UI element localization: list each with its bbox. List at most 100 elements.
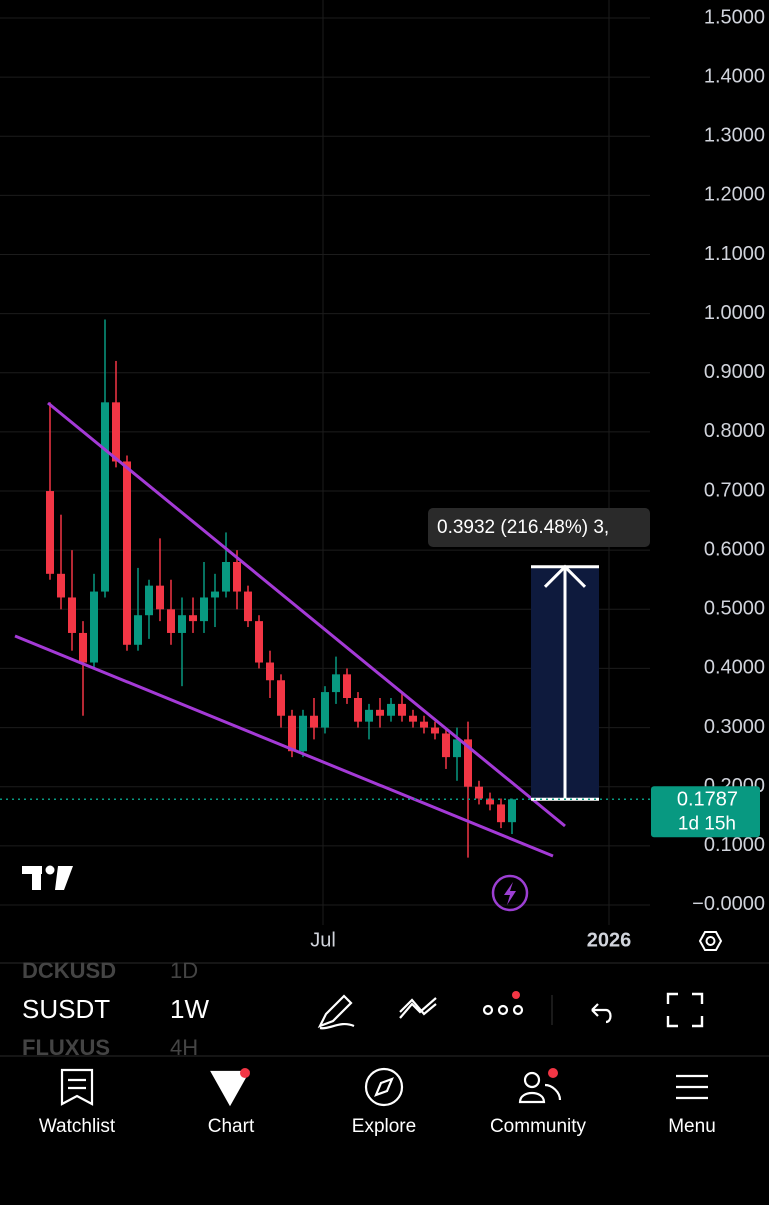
candle-body [112,402,120,462]
bottom-nav: Watchlist Chart Explore Community Menu [39,1116,716,1137]
more-button[interactable] [482,1004,524,1016]
interval-faded: 1D [170,958,198,983]
candle-body [343,674,351,698]
candle-body [288,715,296,752]
community-icon-body [518,1083,562,1104]
candle-body [486,798,494,805]
candle-body [332,674,340,693]
candle-body [365,709,373,722]
watchlist-icon [60,1068,94,1106]
y-tick-label: 0.6000 [704,538,765,560]
candle-body [134,615,142,645]
countdown: 1d 15h [678,813,736,834]
candle-body [57,573,65,598]
candle-body [321,692,329,728]
y-tick-label: 0.8000 [704,420,765,442]
y-tick-label: 1.1000 [704,243,765,265]
candle-body [376,709,384,716]
candle-body [354,697,362,722]
y-tick-label: 1.5000 [704,6,765,28]
candle-body [387,703,395,716]
settings-icon[interactable] [698,931,723,951]
candle-body [189,615,197,622]
measure-tool [531,564,599,801]
x-tick-label: 2026 [587,929,632,951]
candle-body [299,715,307,752]
candle-body [409,715,417,722]
y-tick-label: 0.5000 [704,598,765,620]
trend-line [47,401,566,828]
y-tick-label: 1.3000 [704,125,765,147]
candles [46,319,516,858]
badge [548,1068,558,1078]
candle-body [167,609,175,633]
candle-body [431,727,439,734]
candle-body [475,786,483,799]
interval[interactable]: 1W [170,994,209,1024]
candle-body [420,721,428,728]
price-label-box [651,786,760,838]
candle-body [145,585,153,616]
y-axis: 1.5000 1.4000 1.3000 1.2000 1.1000 1.0000 0.90… [692,6,765,915]
candle-body [90,591,98,663]
explore-needle [374,1077,394,1097]
candle-body [442,733,450,758]
nav-label[interactable]: Watchlist [39,1116,116,1137]
y-tick-label: 0.1000 [704,834,765,856]
explore-icon [364,1067,404,1107]
lightning-icon [504,882,516,905]
community-icon [523,1071,541,1089]
candle-body [497,804,505,823]
y-tick-label: −0.0000 [692,893,765,915]
candle-body [46,491,54,574]
y-tick-label: 1.0000 [704,302,765,324]
lightning-button[interactable] [491,874,529,912]
candle-body [244,591,252,622]
badge [240,1068,250,1078]
candle-body [211,591,219,598]
candle-body [178,615,186,633]
y-tick-label: 0.4000 [704,657,765,679]
candle-body [156,585,164,610]
trend-tool[interactable] [399,997,437,1019]
candle-body [222,561,230,592]
y-tick-label: 0.9000 [704,361,765,383]
undo[interactable] [591,1003,612,1024]
candle-body [255,621,263,663]
y-tick-label: 1.2000 [704,184,765,206]
candle-body [266,662,274,681]
y-tick-label: 1.4000 [704,65,765,87]
tv-logo [22,865,73,890]
candle-body [200,597,208,622]
candle-body [79,632,87,663]
nav-label[interactable]: Chart [208,1116,255,1137]
candle-body [101,402,109,592]
candle-body [233,561,241,592]
chart-icon [210,1070,250,1107]
candle-body [310,715,318,728]
measure-label-box [428,508,650,547]
symbol[interactable]: SUSDT [22,994,110,1024]
last-price: 0.1787 [677,789,738,811]
fullscreen[interactable] [666,992,704,1028]
nav-label[interactable]: Community [490,1116,587,1137]
draw-tool[interactable] [317,994,355,1030]
candle-body [508,799,516,823]
candle-body [123,461,131,645]
candle-body [68,597,76,633]
candle-body [277,680,285,716]
candle-body [464,739,472,787]
symbol-faded: DCKUSD [22,958,116,983]
measure-arrowhead [543,564,587,588]
x-tick-label: Jul [310,929,336,951]
menu-icon [676,1074,708,1100]
y-tick-label: 0.7000 [704,479,765,501]
candle-body [453,739,461,758]
trend-line [14,634,554,858]
nav-label[interactable]: Menu [668,1116,716,1137]
badge [512,991,520,999]
nav-label[interactable]: Explore [352,1116,416,1137]
